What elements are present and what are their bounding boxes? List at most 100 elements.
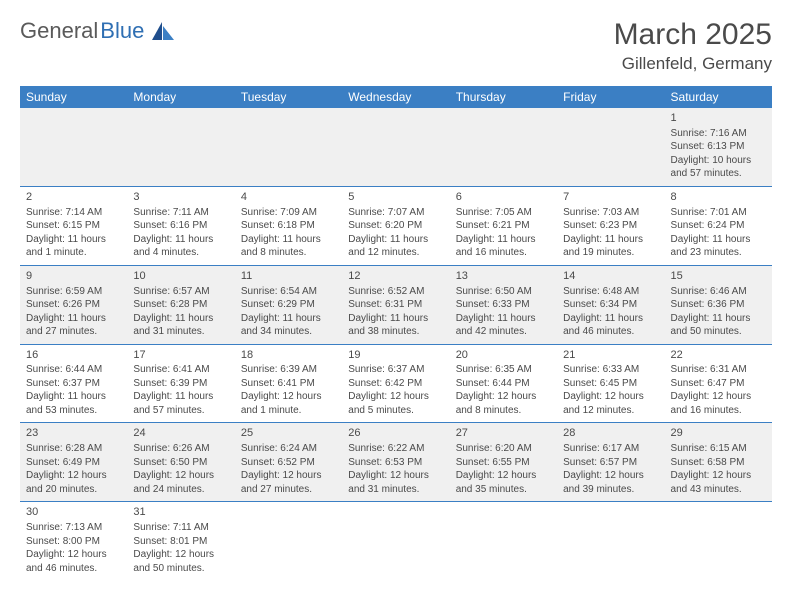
sunset-line: Sunset: 6:28 PM [133,298,228,312]
calendar-cell [20,108,127,186]
sunset-line: Sunset: 6:24 PM [671,219,766,233]
sunrise-line: Sunrise: 6:22 AM [348,442,443,456]
calendar-cell: 11Sunrise: 6:54 AMSunset: 6:29 PMDayligh… [235,265,342,344]
calendar-cell: 16Sunrise: 6:44 AMSunset: 6:37 PMDayligh… [20,344,127,423]
sunset-line: Sunset: 6:45 PM [563,377,658,391]
daylight-line: Daylight: 11 hours and 38 minutes. [348,312,443,339]
calendar-cell: 10Sunrise: 6:57 AMSunset: 6:28 PMDayligh… [127,265,234,344]
sunset-line: Sunset: 6:20 PM [348,219,443,233]
sunset-line: Sunset: 6:37 PM [26,377,121,391]
daylight-line: Daylight: 12 hours and 16 minutes. [671,390,766,417]
calendar-cell: 4Sunrise: 7:09 AMSunset: 6:18 PMDaylight… [235,186,342,265]
sunset-line: Sunset: 6:36 PM [671,298,766,312]
day-number: 2 [26,190,121,205]
sunset-line: Sunset: 6:13 PM [671,140,766,154]
weekday-header: Friday [557,86,664,108]
calendar-cell: 24Sunrise: 6:26 AMSunset: 6:50 PMDayligh… [127,423,234,502]
daylight-line: Daylight: 12 hours and 12 minutes. [563,390,658,417]
calendar-cell [127,108,234,186]
calendar-cell [665,502,772,580]
daylight-line: Daylight: 12 hours and 39 minutes. [563,469,658,496]
calendar-week: 23Sunrise: 6:28 AMSunset: 6:49 PMDayligh… [20,423,772,502]
sunset-line: Sunset: 6:44 PM [456,377,551,391]
calendar-cell: 8Sunrise: 7:01 AMSunset: 6:24 PMDaylight… [665,186,772,265]
calendar-cell: 5Sunrise: 7:07 AMSunset: 6:20 PMDaylight… [342,186,449,265]
weekday-header: Tuesday [235,86,342,108]
sunrise-line: Sunrise: 6:41 AM [133,363,228,377]
calendar-week: 1Sunrise: 7:16 AMSunset: 6:13 PMDaylight… [20,108,772,186]
logo-text-2: Blue [100,18,144,44]
day-number: 3 [133,190,228,205]
sunrise-line: Sunrise: 7:11 AM [133,206,228,220]
daylight-line: Daylight: 11 hours and 42 minutes. [456,312,551,339]
sunrise-line: Sunrise: 7:07 AM [348,206,443,220]
weekday-header: Monday [127,86,234,108]
sunset-line: Sunset: 8:00 PM [26,535,121,549]
sunrise-line: Sunrise: 6:50 AM [456,285,551,299]
calendar-cell [557,502,664,580]
daylight-line: Daylight: 12 hours and 43 minutes. [671,469,766,496]
sunrise-line: Sunrise: 6:48 AM [563,285,658,299]
sunset-line: Sunset: 6:50 PM [133,456,228,470]
calendar-body: 1Sunrise: 7:16 AMSunset: 6:13 PMDaylight… [20,108,772,580]
daylight-line: Daylight: 12 hours and 1 minute. [241,390,336,417]
daylight-line: Daylight: 12 hours and 31 minutes. [348,469,443,496]
sunset-line: Sunset: 6:16 PM [133,219,228,233]
calendar-week: 2Sunrise: 7:14 AMSunset: 6:15 PM Daylight… [20,186,772,265]
calendar-week: 30Sunrise: 7:13 AMSunset: 8:00 PMDayligh… [20,502,772,580]
calendar-cell: 14Sunrise: 6:48 AMSunset: 6:34 PMDayligh… [557,265,664,344]
sunrise-line: Sunrise: 6:17 AM [563,442,658,456]
day-number: 5 [348,190,443,205]
day-number: 4 [241,190,336,205]
day-number: 28 [563,426,658,441]
calendar-cell: 19Sunrise: 6:37 AMSunset: 6:42 PMDayligh… [342,344,449,423]
sunrise-line: Sunrise: 6:52 AM [348,285,443,299]
daylight-line: Daylight: 11 hours and 31 minutes. [133,312,228,339]
day-number: 21 [563,348,658,363]
day-number: 17 [133,348,228,363]
calendar-cell: 28Sunrise: 6:17 AMSunset: 6:57 PMDayligh… [557,423,664,502]
calendar-cell: 20Sunrise: 6:35 AMSunset: 6:44 PMDayligh… [450,344,557,423]
day-number: 22 [671,348,766,363]
sunrise-line: Sunrise: 7:05 AM [456,206,551,220]
sunrise-line: Sunrise: 7:14 AM [26,206,121,220]
daylight-line: Daylight: 11 hours and 34 minutes. [241,312,336,339]
sunset-line: Sunset: 6:18 PM [241,219,336,233]
month-title: March 2025 [614,18,772,52]
day-number: 26 [348,426,443,441]
daylight-line: Daylight: 11 hours and 12 minutes. [348,233,443,260]
sunset-line: Sunset: 6:34 PM [563,298,658,312]
calendar-cell: 13Sunrise: 6:50 AMSunset: 6:33 PMDayligh… [450,265,557,344]
sunset-line: Sunset: 6:15 PM [26,219,121,233]
sunset-line: Sunset: 6:23 PM [563,219,658,233]
day-number: 31 [133,505,228,520]
sunrise-line: Sunrise: 6:33 AM [563,363,658,377]
calendar-cell: 31Sunrise: 7:11 AMSunset: 8:01 PMDayligh… [127,502,234,580]
day-number: 11 [241,269,336,284]
sunrise-line: Sunrise: 6:37 AM [348,363,443,377]
calendar-cell: 3Sunrise: 7:11 AMSunset: 6:16 PMDaylight… [127,186,234,265]
sunset-line: Sunset: 6:41 PM [241,377,336,391]
sunset-line: Sunset: 8:01 PM [133,535,228,549]
calendar-cell: 27Sunrise: 6:20 AMSunset: 6:55 PMDayligh… [450,423,557,502]
header: GeneralBlue March 2025 Gillenfeld, Germa… [20,18,772,74]
calendar-table: Sunday Monday Tuesday Wednesday Thursday… [20,86,772,580]
daylight-line: Daylight: 11 hours and 19 minutes. [563,233,658,260]
day-number: 1 [671,111,766,126]
daylight-line: Daylight: 12 hours and 35 minutes. [456,469,551,496]
daylight-line: Daylight: 12 hours and 8 minutes. [456,390,551,417]
daylight-line: Daylight: 12 hours and 46 minutes. [26,548,121,575]
weekday-header-row: Sunday Monday Tuesday Wednesday Thursday… [20,86,772,108]
weekday-header: Thursday [450,86,557,108]
daylight-line: Daylight: 11 hours and 57 minutes. [133,390,228,417]
sunset-line: Sunset: 6:47 PM [671,377,766,391]
calendar-cell [450,108,557,186]
sunset-line: Sunset: 6:52 PM [241,456,336,470]
daylight-line: Daylight: 11 hours and 53 minutes. [26,390,121,417]
sunset-line: Sunset: 6:33 PM [456,298,551,312]
day-number: 27 [456,426,551,441]
day-number: 13 [456,269,551,284]
sunrise-line: Sunrise: 7:11 AM [133,521,228,535]
sunrise-line: Sunrise: 6:20 AM [456,442,551,456]
day-number: 10 [133,269,228,284]
